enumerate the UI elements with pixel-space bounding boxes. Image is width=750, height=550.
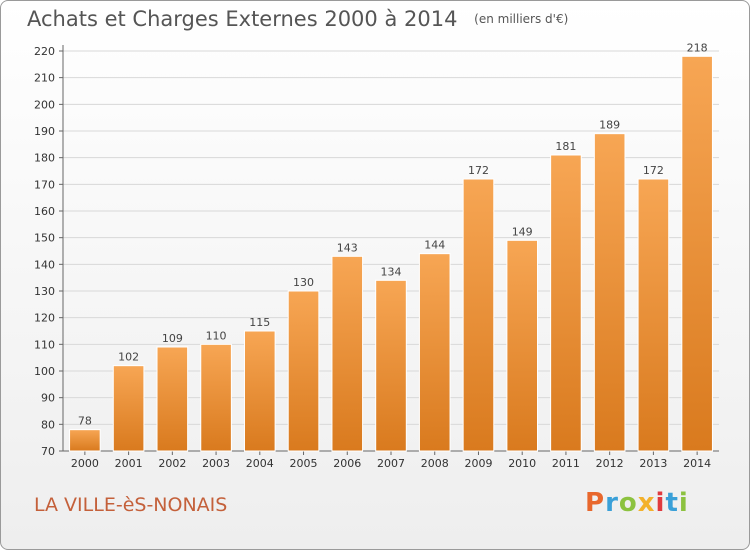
bar-2005 xyxy=(287,290,320,452)
data-label-2000: 78 xyxy=(78,415,92,428)
data-label-2004: 115 xyxy=(249,316,270,329)
bar-2013 xyxy=(637,178,670,452)
bar-2012 xyxy=(593,133,626,452)
logo-letter: i xyxy=(678,488,689,518)
data-label-2001: 102 xyxy=(118,351,139,364)
data-label-2005: 130 xyxy=(293,276,314,289)
y-tick-label: 110 xyxy=(34,338,55,351)
x-tick-label-2011: 2011 xyxy=(552,457,580,470)
x-tick-label-2005: 2005 xyxy=(290,457,318,470)
y-tick-label: 190 xyxy=(34,125,55,138)
data-label-2007: 134 xyxy=(381,265,402,278)
bar-2008 xyxy=(418,253,451,452)
x-tick-label-2012: 2012 xyxy=(596,457,624,470)
chart-title-text: Achats et Charges Externes 2000 à 2014 xyxy=(27,7,458,31)
data-label-2010: 149 xyxy=(512,225,533,238)
x-tick-label-2014: 2014 xyxy=(683,457,711,470)
data-label-2006: 143 xyxy=(337,241,358,254)
data-label-2009: 172 xyxy=(468,164,489,177)
y-tick-label: 120 xyxy=(34,312,55,325)
x-tick-label-2007: 2007 xyxy=(377,457,405,470)
logo-letter: x xyxy=(637,488,656,518)
bar-2011 xyxy=(550,154,582,452)
x-tick-label-2010: 2010 xyxy=(508,457,536,470)
logo-letter: r xyxy=(605,488,619,518)
bar-2006 xyxy=(331,255,364,452)
bar-2004 xyxy=(243,330,276,452)
chart-title: Achats et Charges Externes 2000 à 2014 (… xyxy=(27,7,568,31)
y-tick-label: 140 xyxy=(34,258,55,271)
data-label-2014: 218 xyxy=(687,41,708,54)
proxiti-logo: Proxiti xyxy=(585,488,689,518)
bar-2003 xyxy=(200,343,232,452)
commune-name: LA VILLE-èS-NONAIS xyxy=(34,494,228,516)
y-tick-label: 90 xyxy=(41,392,55,405)
y-tick-label: 170 xyxy=(34,178,55,191)
y-tick-label: 180 xyxy=(34,152,55,165)
bar-2002 xyxy=(156,346,189,452)
y-tick-label: 210 xyxy=(34,72,55,85)
bar-2009 xyxy=(462,178,495,452)
logo-letter: t xyxy=(665,488,679,518)
data-label-2003: 110 xyxy=(206,329,227,342)
x-tick-label-2009: 2009 xyxy=(464,457,492,470)
y-tick-label: 200 xyxy=(34,98,55,111)
y-tick-label: 220 xyxy=(34,45,55,58)
x-tick-label-2013: 2013 xyxy=(639,457,667,470)
bar-2001 xyxy=(112,365,145,452)
bars xyxy=(69,55,713,452)
x-tick-label-2003: 2003 xyxy=(202,457,230,470)
data-label-2002: 109 xyxy=(162,332,183,345)
labels: 7080901001101201301401501601701801902002… xyxy=(34,41,711,470)
y-tick-label: 100 xyxy=(34,365,55,378)
data-label-2012: 189 xyxy=(599,119,620,132)
x-tick-label-2008: 2008 xyxy=(421,457,449,470)
x-tick-label-2006: 2006 xyxy=(333,457,361,470)
x-tick-label-2002: 2002 xyxy=(158,457,186,470)
y-tick-label: 150 xyxy=(34,232,55,245)
x-tick-label-2004: 2004 xyxy=(246,457,274,470)
x-tick-label-2001: 2001 xyxy=(115,457,143,470)
bar-2000 xyxy=(69,429,101,452)
logo-letter: P xyxy=(585,488,606,518)
chart-unit: (en milliers d'€) xyxy=(474,12,569,26)
y-tick-label: 130 xyxy=(34,285,55,298)
data-label-2008: 144 xyxy=(424,239,445,252)
logo-letter: o xyxy=(618,488,638,518)
x-tick-label-2000: 2000 xyxy=(71,457,99,470)
data-label-2013: 172 xyxy=(643,164,664,177)
data-label-2011: 181 xyxy=(555,140,576,153)
bar-2007 xyxy=(375,279,407,452)
y-tick-label: 70 xyxy=(41,445,55,458)
bar-2010 xyxy=(506,239,539,452)
y-tick-label: 80 xyxy=(41,418,55,431)
bar-2014 xyxy=(681,55,713,452)
y-tick-label: 160 xyxy=(34,205,55,218)
logo-letter: i xyxy=(655,488,666,518)
